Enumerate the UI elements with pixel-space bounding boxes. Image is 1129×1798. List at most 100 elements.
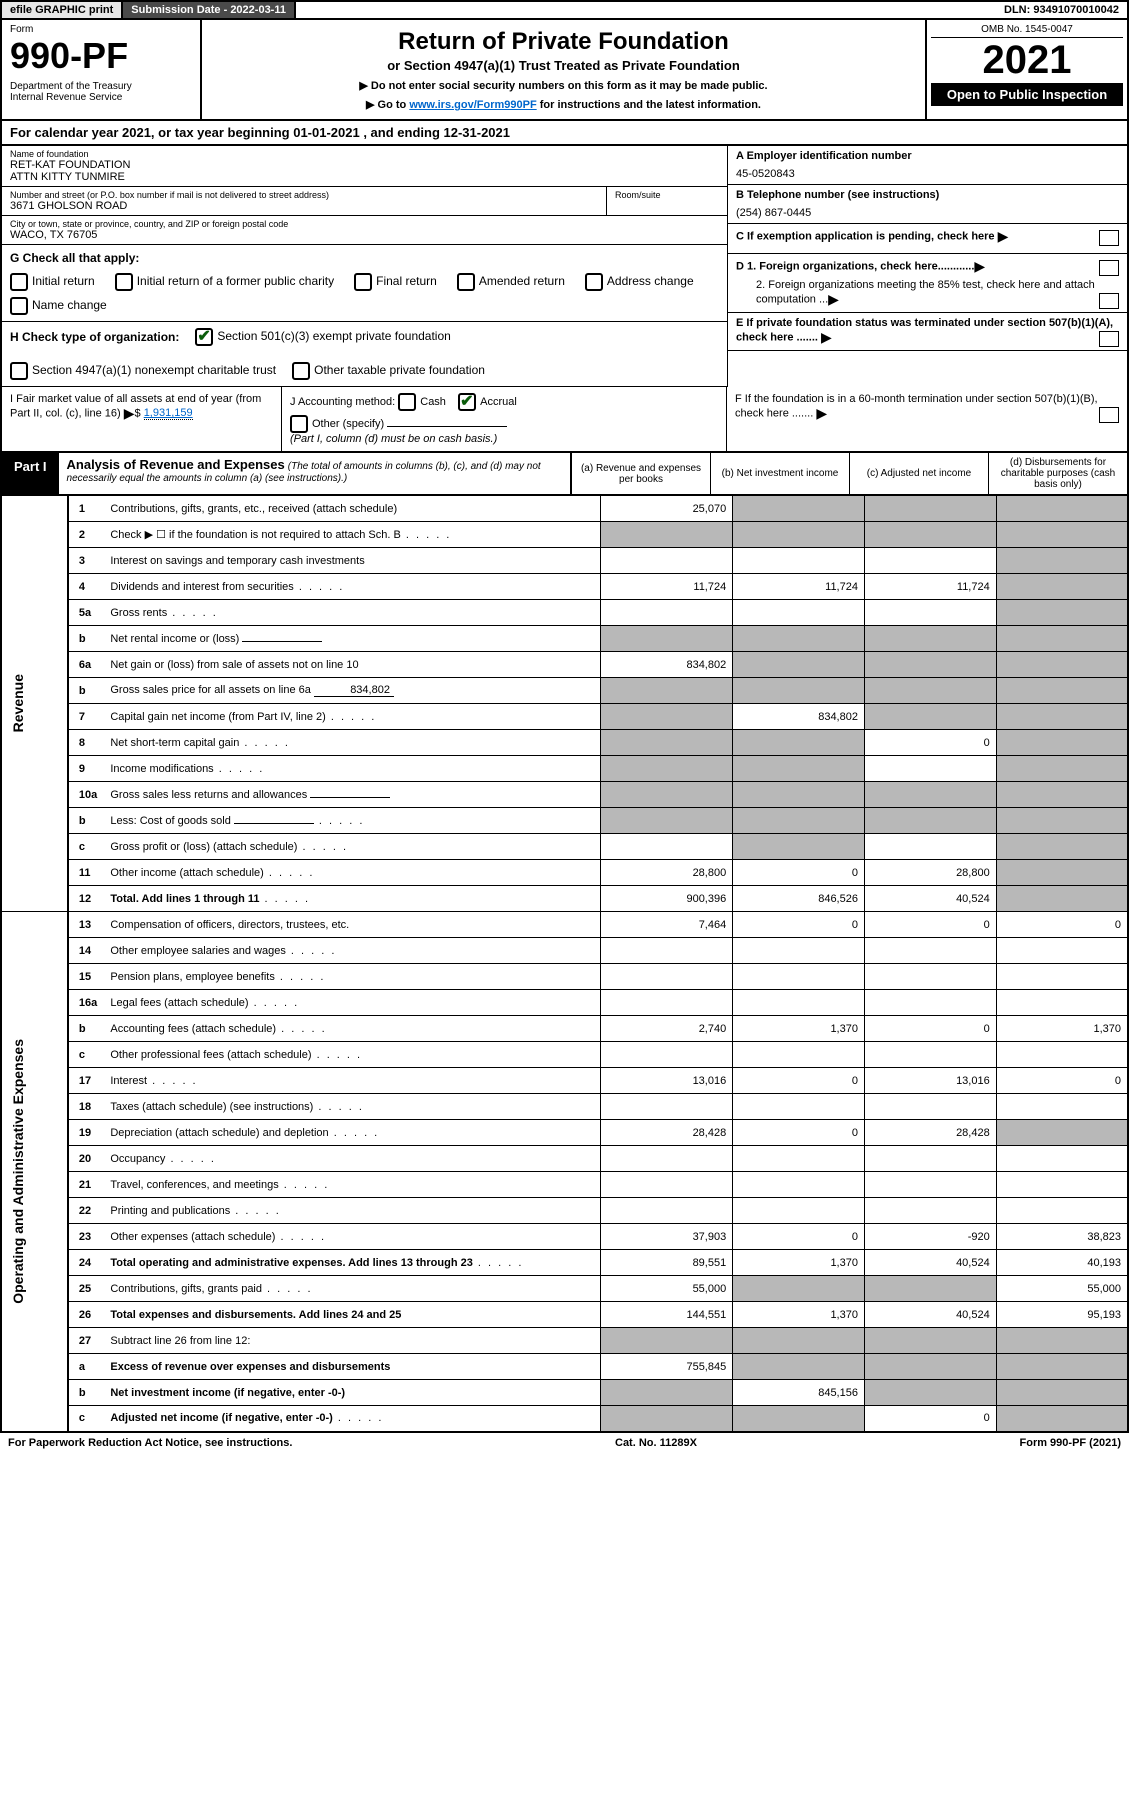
efile-print-button[interactable]: efile GRAPHIC print [2, 2, 123, 18]
amount-col-a [601, 938, 733, 964]
amount-col-b [733, 1406, 865, 1432]
table-row: 11Other income (attach schedule)28,80002… [1, 860, 1128, 886]
j-other-checkbox[interactable] [290, 415, 308, 433]
amount-col-a [601, 1094, 733, 1120]
header-right: OMB No. 1545-0047 2021 Open to Public In… [927, 20, 1127, 119]
line-description: Gross sales less returns and allowances [104, 782, 601, 808]
line-number: 24 [68, 1250, 104, 1276]
line-number: 6a [68, 652, 104, 678]
amount-col-a [601, 1406, 733, 1432]
table-row: bLess: Cost of goods sold [1, 808, 1128, 834]
e-checkbox[interactable] [1099, 331, 1119, 347]
line-description: Gross sales price for all assets on line… [104, 678, 601, 704]
form-note-2: ▶ Go to www.irs.gov/Form990PF for instru… [210, 98, 917, 111]
amount-col-c: 40,524 [864, 886, 996, 912]
amount-col-a: 11,724 [601, 574, 733, 600]
table-row: 21Travel, conferences, and meetings [1, 1172, 1128, 1198]
phone-cell: B Telephone number (see instructions) (2… [728, 185, 1127, 224]
amount-col-a: 28,800 [601, 860, 733, 886]
line-description: Depreciation (attach schedule) and deple… [104, 1120, 601, 1146]
g-checkbox-2[interactable] [354, 273, 372, 291]
amount-col-b: 0 [733, 1224, 865, 1250]
amount-col-b [733, 938, 865, 964]
g-checkbox-1[interactable] [115, 273, 133, 291]
table-row: bAccounting fees (attach schedule)2,7401… [1, 1016, 1128, 1042]
amount-col-d: 0 [996, 1068, 1128, 1094]
amount-col-a [601, 600, 733, 626]
line-number: 27 [68, 1328, 104, 1354]
j-accrual-checkbox[interactable] [458, 393, 476, 411]
ein-cell: A Employer identification number 45-0520… [728, 146, 1127, 185]
g-option: Name change [10, 297, 107, 315]
g-checkbox-5[interactable] [10, 297, 28, 315]
h-other-checkbox[interactable] [292, 362, 310, 380]
amount-col-c [864, 1146, 996, 1172]
amount-col-b [733, 600, 865, 626]
irs-link[interactable]: www.irs.gov/Form990PF [409, 99, 536, 111]
table-row: cAdjusted net income (if negative, enter… [1, 1406, 1128, 1432]
line-description: Interest [104, 1068, 601, 1094]
footer-right: Form 990-PF (2021) [1020, 1437, 1121, 1449]
h-4947-checkbox[interactable] [10, 362, 28, 380]
j-cash-checkbox[interactable] [398, 393, 416, 411]
d1-checkbox[interactable] [1099, 260, 1119, 276]
g-checkbox-4[interactable] [585, 273, 603, 291]
amount-col-d [996, 990, 1128, 1016]
line-number: b [68, 626, 104, 652]
amount-col-d [996, 886, 1128, 912]
line-number: 25 [68, 1276, 104, 1302]
form-note-1: ▶ Do not enter social security numbers o… [210, 79, 917, 92]
col-d-header: (d) Disbursements for charitable purpose… [988, 453, 1127, 494]
amount-col-d [996, 678, 1128, 704]
amount-col-b: 1,370 [733, 1016, 865, 1042]
expenses-side-label: Operating and Administrative Expenses [8, 1031, 28, 1312]
form-subtitle: or Section 4947(a)(1) Trust Treated as P… [210, 58, 917, 73]
amount-col-d [996, 574, 1128, 600]
amount-col-a: 13,016 [601, 1068, 733, 1094]
address-cell: Number and street (or P.O. box number if… [2, 187, 607, 216]
amount-col-b [733, 808, 865, 834]
amount-col-a [601, 1042, 733, 1068]
amount-col-d [996, 938, 1128, 964]
amount-col-c [864, 652, 996, 678]
amount-col-b [733, 1354, 865, 1380]
amount-col-b [733, 626, 865, 652]
g-checkbox-0[interactable] [10, 273, 28, 291]
amount-col-b [733, 834, 865, 860]
amount-col-c: 0 [864, 730, 996, 756]
form-label: Form [10, 24, 192, 35]
amount-col-d [996, 860, 1128, 886]
table-row: cOther professional fees (attach schedul… [1, 1042, 1128, 1068]
f-checkbox[interactable] [1099, 407, 1119, 423]
table-row: 14Other employee salaries and wages [1, 938, 1128, 964]
amount-col-d [996, 808, 1128, 834]
c-checkbox[interactable] [1099, 230, 1119, 246]
amount-col-c [864, 938, 996, 964]
table-row: Revenue1Contributions, gifts, grants, et… [1, 496, 1128, 522]
amount-col-a [601, 782, 733, 808]
g-checkbox-3[interactable] [457, 273, 475, 291]
amount-col-d [996, 1354, 1128, 1380]
amount-col-d: 40,193 [996, 1250, 1128, 1276]
line-number: 12 [68, 886, 104, 912]
amount-col-c: 0 [864, 1016, 996, 1042]
line-description: Adjusted net income (if negative, enter … [104, 1406, 601, 1432]
d2-checkbox[interactable] [1099, 293, 1119, 309]
amount-col-c [864, 548, 996, 574]
part-1-header: Part I Analysis of Revenue and Expenses … [0, 452, 1129, 495]
line-number: b [68, 808, 104, 834]
amount-col-c [864, 782, 996, 808]
table-row: 26Total expenses and disbursements. Add … [1, 1302, 1128, 1328]
fmv-link[interactable]: 1,931,159 [144, 407, 193, 420]
table-row: 18Taxes (attach schedule) (see instructi… [1, 1094, 1128, 1120]
amount-col-d [996, 626, 1128, 652]
line-number: 19 [68, 1120, 104, 1146]
amount-col-b [733, 782, 865, 808]
line-description: Other professional fees (attach schedule… [104, 1042, 601, 1068]
city-cell: City or town, state or province, country… [2, 216, 727, 245]
e-cell: E If private foundation status was termi… [728, 313, 1127, 351]
h-501c3-checkbox[interactable] [195, 328, 213, 346]
amount-col-c: 28,800 [864, 860, 996, 886]
line-description: Total operating and administrative expen… [104, 1250, 601, 1276]
amount-col-d [996, 1406, 1128, 1432]
